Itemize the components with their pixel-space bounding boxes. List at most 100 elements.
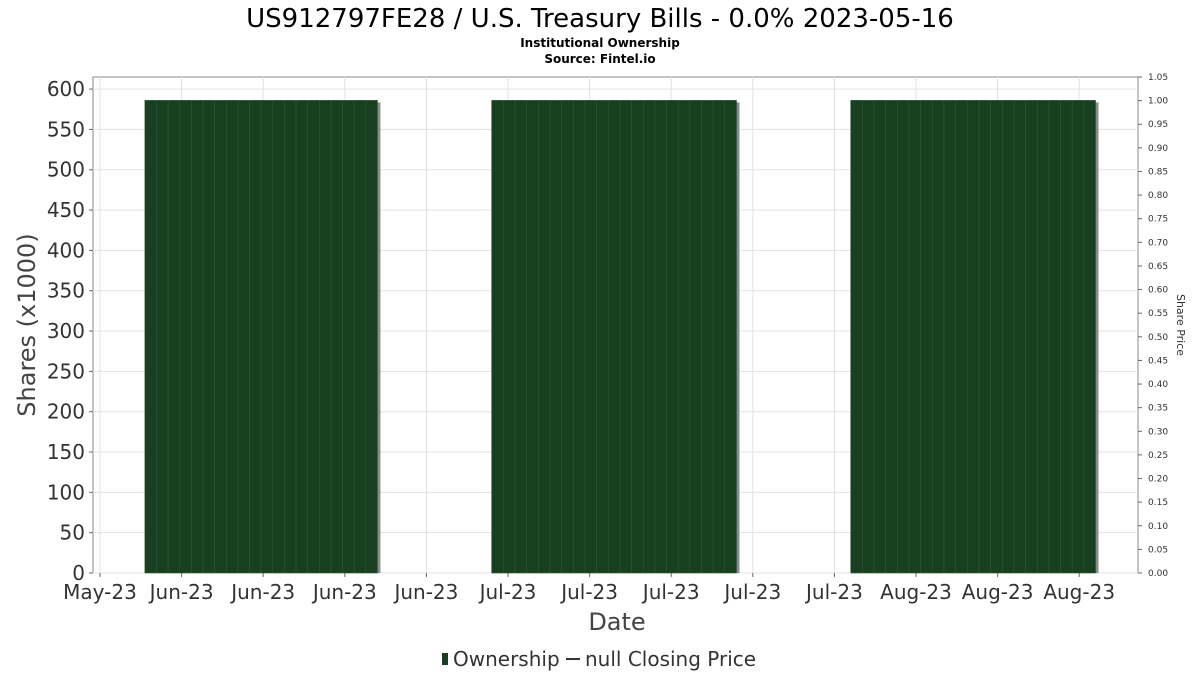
ownership-bar: [365, 100, 378, 574]
ownership-bar: [503, 100, 516, 574]
ownership-bar: [260, 100, 274, 574]
ownership-bar: [619, 100, 632, 574]
ownership-bar: [1083, 100, 1096, 574]
ownership-bar: [237, 100, 250, 574]
ownership-bar: [307, 100, 320, 574]
ownership-bar: [167, 100, 181, 574]
y2-tick-label: 0.00: [1148, 569, 1168, 579]
y2-tick-label: 0.75: [1148, 215, 1168, 225]
y2-tick-label: 0.05: [1148, 545, 1168, 555]
ownership-bar: [491, 100, 504, 574]
ownership-bar: [885, 100, 898, 574]
y2-tick-label: 0.70: [1148, 238, 1168, 248]
ownership-bar: [514, 100, 527, 574]
ownership-bar: [990, 100, 1003, 574]
ownership-bar: [666, 100, 679, 574]
y2-tick-label: 0.20: [1148, 475, 1168, 485]
ownership-bar: [1001, 100, 1015, 574]
y-tick-label: 250: [47, 359, 85, 383]
ownership-bar: [225, 100, 239, 574]
y-axis-label: Shares (x1000): [13, 233, 41, 416]
ownership-bar: [156, 100, 169, 574]
ownership-bar: [920, 100, 933, 574]
y-tick-label: 350: [47, 279, 85, 303]
ownership-bar: [353, 100, 367, 574]
x-tick-label: Jul-23: [804, 580, 863, 604]
ownership-bar: [272, 100, 285, 574]
ownership-bar: [572, 100, 586, 574]
ownership-bar: [1013, 100, 1026, 574]
legend: Ownership null Closing Price: [442, 647, 756, 671]
ownership-bar: [1060, 100, 1073, 574]
ownership-bar: [318, 100, 332, 574]
y2-tick-label: 0.35: [1148, 404, 1168, 414]
ownership-bar: [978, 100, 991, 574]
y-tick-label: 0: [72, 561, 85, 585]
ownership-bar: [179, 100, 192, 574]
x-axis-label: Date: [588, 608, 645, 636]
ownership-bar: [526, 100, 539, 574]
legend-ownership-swatch: [442, 653, 448, 665]
ownership-bar: [295, 100, 308, 574]
ownership-bar: [932, 100, 945, 574]
x-tick-label: Jun-23: [392, 580, 458, 604]
y2-tick-label: 0.90: [1148, 144, 1168, 154]
ownership-bar: [712, 100, 726, 574]
ownership-bar: [724, 100, 737, 574]
y2-tick-label: 1.05: [1148, 73, 1168, 83]
chart-subtitle: Institutional Ownership: [520, 36, 680, 50]
ownership-bar: [631, 100, 644, 574]
ownership-bar: [144, 100, 157, 574]
ownership-bar: [202, 100, 215, 574]
ownership-bar: [191, 100, 204, 574]
x-tick-label: Jun-23: [311, 580, 377, 604]
y2-tick-label: 0.60: [1148, 286, 1168, 296]
ownership-bar: [549, 100, 562, 574]
ownership-bar: [584, 100, 597, 574]
x-tick-label: Aug-23: [1043, 580, 1115, 604]
ownership-bar: [214, 100, 227, 574]
y-tick-label: 500: [47, 158, 85, 182]
y-tick-label: 200: [47, 400, 85, 424]
x-tick-label: May-23: [63, 580, 137, 604]
y2-tick-label: 0.80: [1148, 191, 1168, 201]
x-tick-label: Jun-23: [148, 580, 214, 604]
plot-area: 0 50 100 150 200 250 300 350 400 450 500 550 600 May-…: [47, 73, 1169, 604]
y-tick-label: 150: [47, 440, 85, 464]
ownership-bar: [342, 100, 355, 574]
ownership-bar: [654, 100, 667, 574]
y2-tick-label: 0.25: [1148, 451, 1168, 461]
y2-tick-label: 0.95: [1148, 120, 1168, 130]
chart-title: US912797FE28 / U.S. Treasury Bills - 0.0…: [246, 4, 954, 34]
ownership-bar: [689, 100, 702, 574]
ownership-bar: [908, 100, 921, 574]
legend-price-label: null Closing Price: [585, 647, 756, 671]
y-tick-label: 100: [47, 480, 85, 504]
y2-axis-label: Share Price: [1174, 294, 1187, 356]
ownership-bar: [1048, 100, 1061, 574]
x-tick-label: Jul-23: [478, 580, 537, 604]
ownership-bar: [607, 100, 621, 574]
x-tick-label: Jul-23: [641, 580, 700, 604]
ownership-bar: [538, 100, 551, 574]
ownership-bar: [1025, 100, 1038, 574]
y-tick-label: 600: [47, 77, 85, 101]
ownership-bar: [596, 100, 609, 574]
y2-tick-label: 0.40: [1148, 380, 1168, 390]
chart-source: Source: Fintel.io: [544, 52, 655, 66]
x-tick-label: Jul-23: [722, 580, 781, 604]
ownership-bar: [642, 100, 656, 574]
y2-tick-label: 0.85: [1148, 167, 1168, 177]
ownership-bar: [330, 100, 343, 574]
ownership-bar: [850, 100, 863, 574]
y-tick-label: 550: [47, 117, 85, 141]
ownership-bar: [284, 100, 297, 574]
y2-tick-label: 0.15: [1148, 498, 1168, 508]
ownership-bar: [955, 100, 968, 574]
ownership-bar: [249, 100, 262, 574]
ownership-bar: [943, 100, 956, 574]
y2-tick-label: 0.45: [1148, 356, 1168, 366]
legend-ownership-label: Ownership: [453, 647, 560, 671]
y-tick-label: 450: [47, 198, 85, 222]
